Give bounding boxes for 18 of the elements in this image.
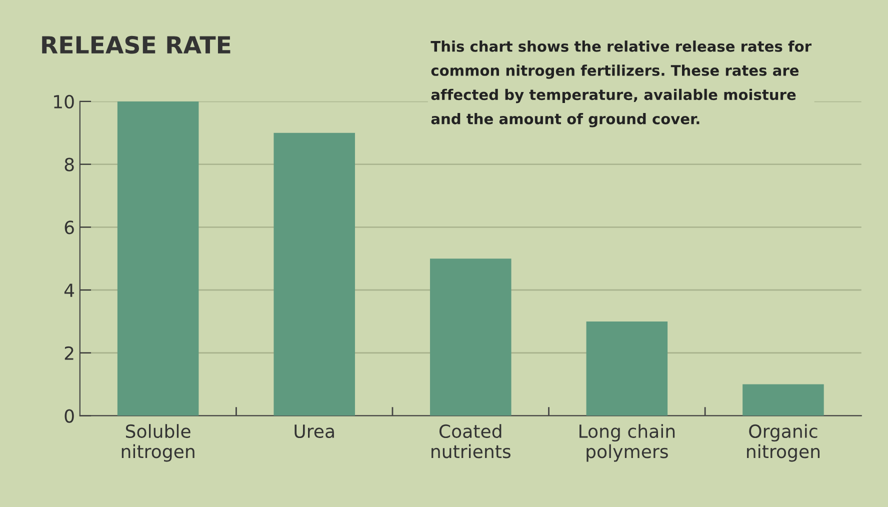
y-tick-label: 4 <box>64 284 74 297</box>
bar <box>274 132 355 416</box>
y-tick-label: 6 <box>64 220 74 234</box>
bar <box>586 321 668 416</box>
chart-title: RELEASE RATE <box>42 36 230 54</box>
y-tick-label: 0 <box>64 409 74 423</box>
x-tick-label: Urea <box>294 424 334 438</box>
x-tick-label: Soluble nitrogen <box>122 424 194 462</box>
x-tick-label: Coated nutrients <box>432 424 510 458</box>
x-tick-label: Organic nitrogen <box>747 424 820 462</box>
bar <box>430 258 512 416</box>
bar <box>117 101 199 416</box>
bar <box>742 384 824 416</box>
x-tick-label: Long chain polymers <box>580 424 675 462</box>
annotation: This chart shows the relative release rates for common nitrogen fertilizers. These rates are affected by temperature, available moisture and the amount of ground cover. <box>430 40 812 128</box>
y-tick-label: 2 <box>64 346 74 360</box>
y-tick-label: 8 <box>64 158 74 172</box>
y-tick-label: 10 <box>54 94 74 109</box>
